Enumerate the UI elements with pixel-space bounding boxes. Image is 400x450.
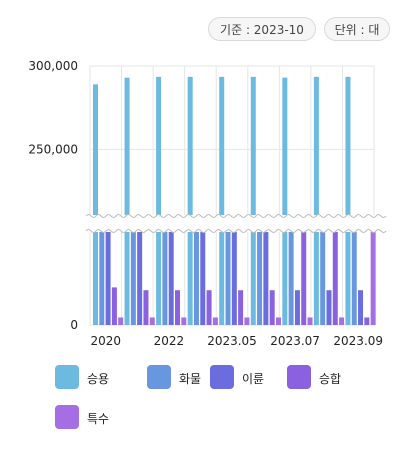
bar-승합-2023.06 [269, 290, 275, 325]
bar-특수-2022 [181, 317, 187, 325]
y-tick-label: 0 [70, 318, 78, 332]
bar-특수-2023.09 [370, 231, 376, 325]
bar-화물-2023.04 [193, 231, 199, 325]
bar-이륜-2023.04 [200, 231, 206, 325]
bar-화물-2023.08 [320, 231, 326, 325]
bar-이륜-2023.06 [263, 231, 269, 325]
bar-승합-2023.09 [364, 317, 370, 325]
bar-특수-2023.07 [307, 317, 313, 325]
legend-label: 화물 [179, 372, 202, 386]
bar-승용-2023.06 [250, 76, 256, 325]
x-tick-label: 2020 [91, 334, 122, 348]
bar-승합-2022 [175, 290, 181, 325]
bar-승합-2020 [111, 287, 117, 325]
legend-swatch [287, 365, 311, 389]
y-tick-label: 250,000 [28, 142, 78, 156]
legend-label: 이륜 [242, 372, 265, 386]
bar-이륜-2023.08 [326, 290, 332, 325]
bar-승용-2023.05 [219, 76, 225, 325]
unit-badge: 단위 : 대 [324, 17, 390, 41]
y-tick-label: 300,000 [28, 59, 78, 73]
x-tick-label: 2023.09 [333, 334, 383, 348]
bar-화물-2021 [130, 231, 136, 325]
bar-승용-2022 [156, 76, 162, 325]
bar-화물-2020 [99, 231, 105, 325]
bar-승용-2023.08 [313, 76, 319, 325]
axis-break-line-lower [85, 229, 387, 233]
bar-특수-2021 [149, 317, 155, 325]
bar-특수-2023.08 [339, 317, 345, 325]
bar-특수-2023.05 [244, 317, 250, 325]
bar-특수-2023.06 [275, 317, 281, 325]
legend-label: 특수 [87, 412, 110, 426]
legend-swatch [147, 365, 171, 389]
axis-break-line-upper [85, 214, 387, 218]
legend-label: 승합 [319, 372, 342, 386]
bar-승합-2023.05 [238, 290, 244, 325]
bar-이륜-2023.07 [294, 290, 300, 325]
bar-승용-2023.09 [345, 76, 351, 325]
bar-이륜-2020 [105, 231, 111, 325]
legend-swatch [55, 405, 79, 429]
bar-승용-2023.04 [187, 76, 193, 325]
bar-화물-2023.07 [288, 231, 294, 325]
bar-화물-2023.06 [257, 231, 263, 325]
bar-승용-2023.07 [282, 77, 288, 326]
bar-승합-2023.04 [206, 290, 212, 325]
bar-승용-2021 [124, 77, 130, 326]
bar-특수-2023.04 [212, 317, 218, 325]
bar-이륜-2021 [137, 231, 143, 325]
bar-특수-2020 [118, 317, 124, 325]
x-tick-label: 2023.07 [270, 334, 320, 348]
x-tick-label: 2023.05 [207, 334, 257, 348]
bar-승합-2021 [143, 290, 149, 325]
bar-승합-2023.07 [301, 231, 307, 325]
legend-label: 승용 [87, 372, 110, 386]
base-date-badge: 기준 : 2023-10 [208, 17, 316, 41]
bar-승용-2020 [93, 84, 98, 325]
bar-승합-2023.08 [332, 231, 338, 325]
axis-break-band [86, 215, 378, 232]
bar-화물-2023.09 [351, 231, 357, 325]
bar-화물-2023.05 [225, 231, 231, 325]
bar-이륜-2022 [168, 231, 174, 325]
bar-이륜-2023.05 [231, 231, 237, 325]
legend-swatch [55, 365, 79, 389]
bar-화물-2022 [162, 231, 168, 325]
legend-swatch [210, 365, 234, 389]
x-tick-label: 2022 [154, 334, 185, 348]
bar-이륜-2023.09 [358, 290, 364, 325]
